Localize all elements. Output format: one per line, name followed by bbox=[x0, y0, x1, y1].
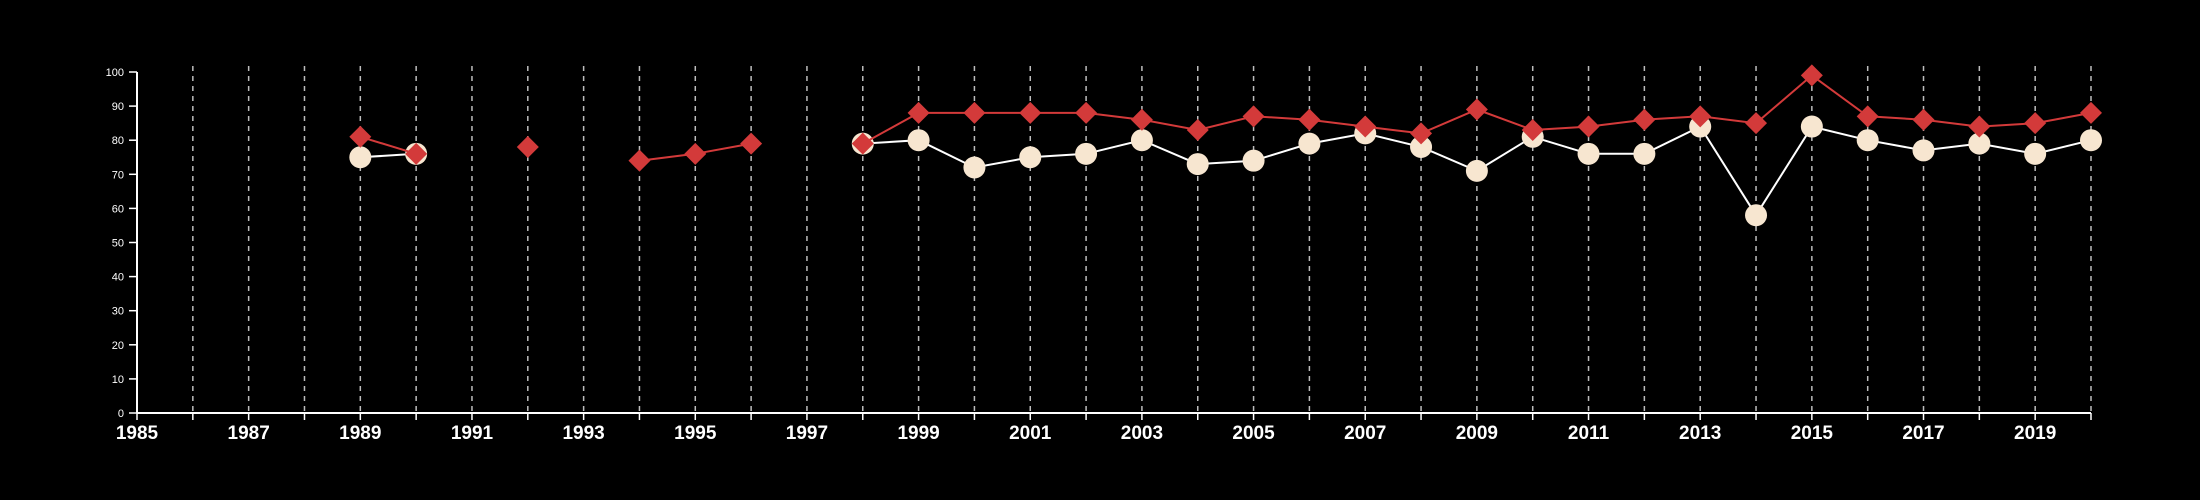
x-tick-label: 2005 bbox=[1232, 423, 1275, 444]
series-1-point bbox=[1465, 159, 1488, 182]
y-tick-label: 20 bbox=[112, 340, 124, 352]
series-0-point bbox=[1633, 108, 1656, 131]
x-tick-label: 2017 bbox=[1902, 423, 1944, 444]
series-1-point bbox=[2024, 142, 2047, 165]
series-0-point bbox=[349, 125, 372, 148]
series-0-line bbox=[360, 135, 417, 155]
series-0-point bbox=[1354, 115, 1377, 138]
series-1-point bbox=[1856, 129, 1879, 152]
x-tick-label: 2011 bbox=[1568, 423, 1610, 444]
series-0-point bbox=[1856, 105, 1879, 128]
series-0-point bbox=[2024, 112, 2047, 135]
series-1-point bbox=[1745, 204, 1768, 227]
series-0-point bbox=[1130, 108, 1153, 131]
series-1-point bbox=[1633, 142, 1656, 165]
y-tick-label: 60 bbox=[112, 203, 124, 215]
y-tick-label: 100 bbox=[106, 67, 124, 79]
x-tick-label: 1999 bbox=[897, 423, 939, 444]
series-0-point bbox=[628, 149, 651, 172]
y-tick-label: 10 bbox=[112, 374, 124, 386]
x-tick-label: 1985 bbox=[116, 423, 159, 444]
y-tick-label: 70 bbox=[112, 169, 124, 181]
x-tick-label: 2013 bbox=[1679, 423, 1721, 444]
series-0-point bbox=[1410, 122, 1433, 145]
axes: 0 10 20 30 40 50 60 70 80 90 100 1985 1987 1989 1991 19… bbox=[106, 67, 2092, 444]
series-0-point bbox=[1242, 105, 1265, 128]
series-1-point bbox=[1968, 132, 1991, 155]
series-1-point bbox=[1242, 149, 1265, 172]
gridlines bbox=[192, 66, 2092, 413]
x-tick-label: 1995 bbox=[674, 423, 717, 444]
series-0-point bbox=[1075, 101, 1098, 124]
y-tick-label: 0 bbox=[118, 408, 124, 420]
y-tick-label: 40 bbox=[112, 272, 124, 284]
y-tick-label: 90 bbox=[112, 101, 124, 113]
x-tick-label: 2003 bbox=[1121, 423, 1163, 444]
x-tick-label: 2001 bbox=[1009, 423, 1052, 444]
x-tick-label: 2015 bbox=[1791, 423, 1834, 444]
series-1-point bbox=[1577, 142, 1600, 165]
series-0-point bbox=[1689, 105, 1712, 128]
series-0-point bbox=[516, 136, 539, 159]
series-0-point bbox=[1968, 115, 1991, 138]
series-1-point bbox=[1800, 115, 1823, 138]
series-0-point bbox=[1577, 115, 1600, 138]
y-tick-label: 50 bbox=[112, 238, 124, 250]
series-0-point bbox=[740, 132, 763, 155]
series-0-point bbox=[1521, 118, 1544, 141]
series-0-point bbox=[1019, 101, 1042, 124]
y-tick-label: 80 bbox=[112, 135, 124, 147]
series-0-point bbox=[907, 101, 930, 124]
series-0-point bbox=[684, 142, 707, 165]
series-1-point bbox=[1130, 129, 1153, 152]
series-1-point bbox=[1075, 142, 1098, 165]
series-0-point bbox=[1186, 118, 1209, 141]
series-1-point bbox=[907, 129, 930, 152]
series-0-point bbox=[405, 142, 428, 165]
series-0-point bbox=[963, 101, 986, 124]
series-0-point bbox=[2080, 101, 2102, 124]
x-tick-label: 1993 bbox=[562, 423, 604, 444]
series-1-point bbox=[349, 146, 372, 169]
series-1-point bbox=[1410, 136, 1433, 159]
series-1-circle bbox=[349, 115, 2102, 227]
series-0-point bbox=[1912, 108, 1935, 131]
x-tick-label: 1991 bbox=[451, 423, 494, 444]
series-layer bbox=[349, 64, 2102, 227]
series-1-point bbox=[1186, 153, 1209, 176]
series-1-point bbox=[1298, 132, 1321, 155]
series-1-point bbox=[963, 156, 986, 179]
x-tick-label: 1989 bbox=[339, 423, 381, 444]
series-1-point bbox=[1019, 146, 1042, 169]
y-tick-label: 30 bbox=[112, 306, 124, 318]
series-0-point bbox=[851, 132, 874, 155]
x-tick-label: 2007 bbox=[1344, 423, 1386, 444]
series-0-point bbox=[1465, 98, 1488, 121]
x-tick-label: 1987 bbox=[228, 423, 270, 444]
series-0-point bbox=[1800, 64, 1823, 87]
x-tick-label: 2009 bbox=[1456, 423, 1498, 444]
series-1-point bbox=[2080, 129, 2102, 152]
series-0-point bbox=[1298, 108, 1321, 131]
series-1-point bbox=[1912, 139, 1935, 162]
x-tick-label: 1997 bbox=[786, 423, 828, 444]
series-0-point bbox=[1745, 112, 1768, 135]
series-0-diamond bbox=[349, 64, 2102, 172]
x-tick-label: 2019 bbox=[2014, 423, 2056, 444]
